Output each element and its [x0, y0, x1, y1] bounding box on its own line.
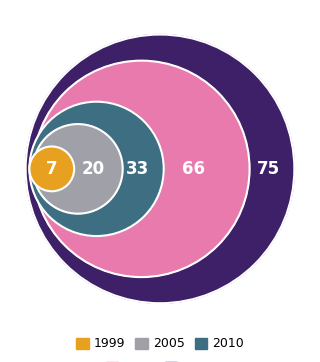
Circle shape: [29, 102, 164, 236]
Circle shape: [26, 34, 294, 303]
Text: 33: 33: [126, 160, 149, 178]
Circle shape: [33, 124, 123, 214]
Text: 75: 75: [257, 160, 280, 178]
Text: 7: 7: [46, 160, 58, 178]
Text: 20: 20: [81, 160, 104, 178]
Circle shape: [29, 147, 74, 191]
Circle shape: [33, 61, 250, 277]
Legend: 2014, 2015: 2014, 2015: [101, 357, 219, 362]
Text: 66: 66: [182, 160, 205, 178]
